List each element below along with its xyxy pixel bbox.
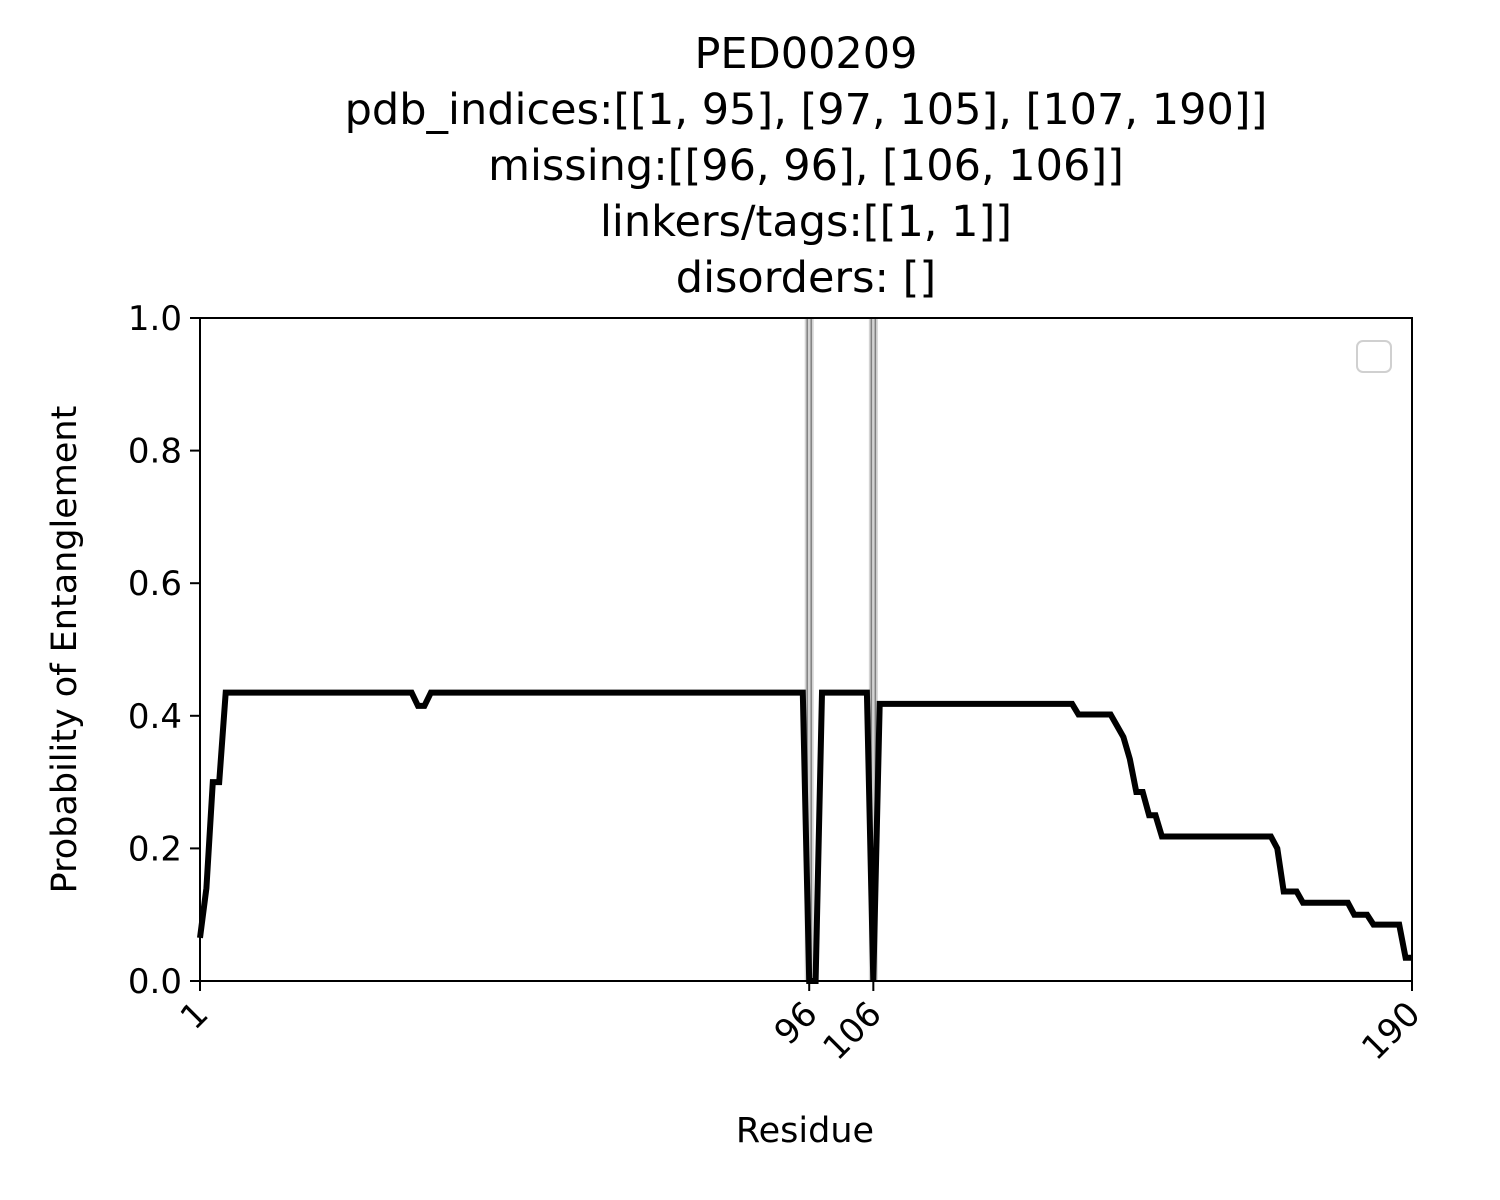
chart-title: PED00209 pdb_indices:[[1, 95], [97, 105],… [345, 29, 1268, 303]
x-tick-label: 106 [816, 994, 890, 1068]
legend [1356, 340, 1392, 373]
y-axis-ticks: 0.0 0.2 0.4 0.6 0.8 1.0 [128, 299, 200, 1002]
y-tick-label: 0.0 [128, 962, 182, 1002]
missing-band-106 [868, 318, 878, 981]
series-line [197, 689, 1412, 984]
x-tick-label: 96 [767, 994, 826, 1053]
y-tick-label: 0.6 [128, 564, 182, 604]
y-tick-label: 1.0 [128, 299, 182, 339]
y-tick-label: 0.8 [128, 432, 182, 472]
plot-frame [199, 317, 1413, 982]
title-line-5: disorders: [] [676, 253, 936, 303]
y-tick-label: 0.2 [128, 829, 182, 869]
y-tick-label: 0.4 [128, 697, 182, 737]
title-line-4: linkers/tags:[[1, 1]] [600, 197, 1012, 247]
title-line-3: missing:[[96, 96], [106, 106]] [488, 141, 1124, 191]
x-axis-label: Residue [736, 1111, 874, 1151]
title-line-1: PED00209 [695, 29, 918, 79]
y-axis-label: Probability of Entanglement [45, 406, 85, 894]
x-tick-label: 190 [1354, 994, 1428, 1068]
title-line-2: pdb_indices:[[1, 95], [97, 105], [107, 1… [345, 85, 1268, 135]
series-line-group [197, 689, 1412, 984]
missing-band-96 [804, 318, 814, 981]
